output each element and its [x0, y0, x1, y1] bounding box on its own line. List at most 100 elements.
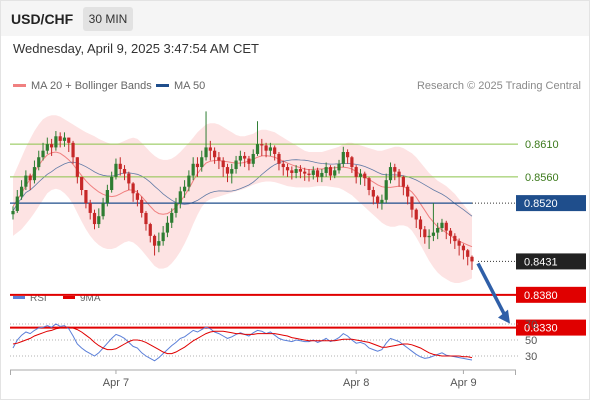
candle-body — [97, 216, 101, 225]
candle-body — [148, 224, 152, 236]
candle-body — [187, 175, 191, 187]
candle — [37, 150, 41, 171]
forecast-arrow-head — [498, 309, 510, 324]
ma20-line — [12, 151, 473, 248]
candle — [105, 184, 109, 207]
candle-body — [122, 169, 127, 174]
header-bar: USD/CHF 30 MIN — [1, 1, 589, 36]
candle — [397, 169, 401, 187]
candle-body — [397, 171, 401, 177]
candle-body — [50, 144, 54, 148]
candle — [122, 165, 127, 181]
candle — [24, 170, 28, 190]
candle-body — [414, 209, 418, 220]
candle-body — [62, 137, 67, 141]
candle-body — [58, 136, 62, 141]
candle-body — [88, 203, 92, 213]
candle — [337, 159, 341, 174]
candle-body — [182, 186, 187, 192]
candle-body — [358, 173, 363, 177]
candle — [298, 165, 303, 179]
rsi-panel: 70 50 30 — [10, 319, 537, 363]
candle — [148, 222, 152, 243]
candle — [466, 248, 470, 266]
candle — [28, 173, 32, 190]
candle — [200, 150, 204, 172]
candle-body — [448, 230, 453, 236]
candle-body — [221, 160, 225, 168]
rsi-tick-label-50: 50 — [525, 335, 537, 347]
candle — [178, 186, 182, 209]
candle — [388, 162, 393, 184]
rsi-tick-label-30: 30 — [525, 351, 537, 363]
candle-body — [105, 190, 109, 204]
candle-body — [131, 183, 135, 194]
candle — [114, 158, 118, 180]
candle — [67, 137, 71, 152]
x-axis: Apr 7 Apr 8 Apr 9 — [10, 369, 516, 389]
candle-body — [350, 157, 354, 168]
candle — [221, 157, 225, 177]
candle — [406, 184, 410, 205]
legend-item-rsi: RSI — [13, 293, 47, 304]
candle — [401, 175, 405, 196]
candle — [135, 190, 140, 207]
candle-body — [298, 169, 303, 172]
candle — [118, 157, 122, 176]
candle — [315, 167, 320, 183]
levels-layer — [10, 143, 518, 329]
rsi-swatch — [13, 295, 25, 299]
candle — [217, 152, 221, 170]
candle-body — [157, 241, 161, 246]
candle-body — [110, 176, 114, 190]
pivot-tag — [516, 195, 586, 212]
candle-body — [247, 158, 251, 164]
candle — [354, 165, 358, 184]
x-tick-label-Apr-8: Apr 8 — [343, 377, 369, 389]
candle — [15, 190, 19, 213]
candle-body — [140, 199, 144, 213]
candle-body — [28, 175, 32, 181]
candle-body — [380, 199, 384, 204]
candle — [54, 131, 58, 151]
candle — [307, 169, 311, 182]
candle — [75, 157, 79, 184]
timeframe-button[interactable]: 30 MIN — [83, 7, 133, 31]
level-label-0.8431: 0.8431 — [524, 256, 558, 268]
candle-body — [431, 232, 435, 236]
candle — [32, 160, 37, 184]
candle-body — [255, 144, 260, 154]
candle-body — [161, 232, 165, 242]
candle — [187, 170, 191, 192]
candle — [88, 199, 92, 220]
candle — [277, 152, 281, 171]
candle-body — [45, 144, 49, 151]
datetime-label: Wednesday, April 9, 2025 3:47:54 AM CET — [13, 41, 259, 56]
x-tick-label-Apr-9: Apr 9 — [450, 377, 476, 389]
candle-body — [324, 167, 328, 173]
candle — [152, 234, 157, 256]
candle-body — [32, 167, 37, 181]
ma50-swatch — [156, 83, 169, 87]
candle — [101, 197, 105, 220]
candle-body — [303, 171, 307, 174]
candle — [264, 142, 268, 158]
candle-body — [213, 150, 217, 158]
legend-label-rsi: RSI — [30, 293, 47, 304]
candle-body — [406, 186, 410, 197]
candle-body — [444, 222, 448, 231]
candle — [341, 146, 345, 168]
candle — [384, 173, 388, 204]
candle-body — [243, 155, 247, 159]
candle — [97, 208, 101, 228]
bollinger-band-layer — [12, 115, 473, 283]
candle-body — [118, 163, 122, 170]
candle — [243, 152, 247, 168]
candle-body — [135, 193, 140, 200]
candle — [144, 210, 148, 231]
candle — [363, 171, 367, 187]
candle — [251, 149, 255, 168]
candle-body — [37, 157, 41, 168]
candle-body — [354, 167, 358, 177]
